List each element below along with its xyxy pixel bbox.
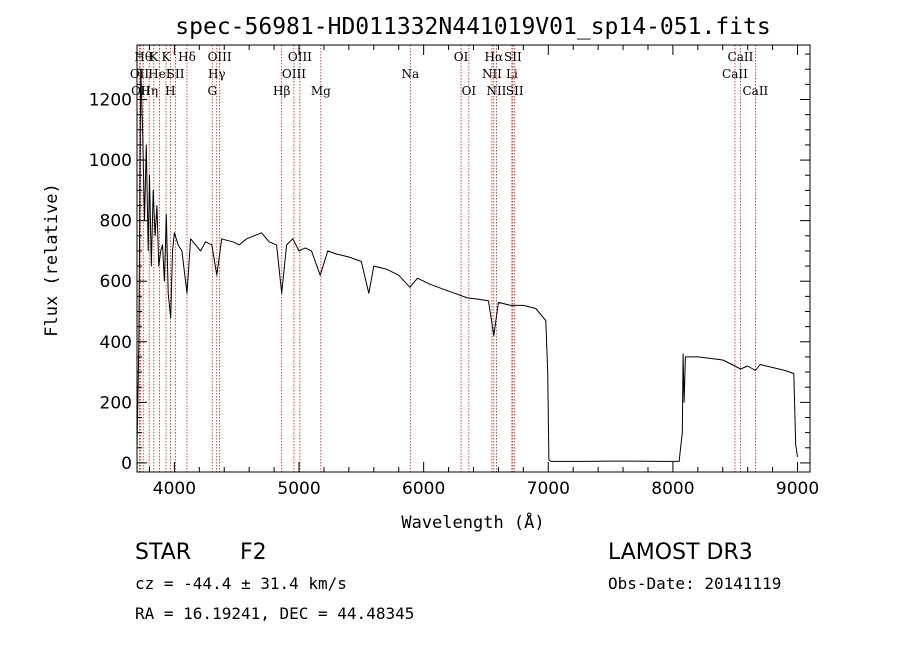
- marker-label-6: K: [162, 50, 172, 64]
- marker-label-9: Hδ: [178, 50, 196, 64]
- marker-label-17: Na: [401, 67, 419, 81]
- subclass: F2: [240, 540, 267, 565]
- x-tick-label-4: 8000: [651, 479, 694, 499]
- marker-label-15: OIII: [288, 50, 312, 64]
- y-tick-label-4: 800: [100, 212, 132, 232]
- marker-label-3: Hη: [140, 84, 158, 98]
- y-tick-label-0: 0: [121, 454, 132, 474]
- x-tick-label-1: 5000: [277, 479, 320, 499]
- x-tick-label-2: 6000: [402, 479, 445, 499]
- marker-label-18: OI: [454, 50, 469, 64]
- marker-label-16: Mg: [311, 84, 331, 98]
- axes: [136, 44, 811, 473]
- coordinates: RA = 16.19241, DEC = 44.48345: [135, 604, 415, 623]
- marker-label-7: H: [165, 84, 175, 98]
- y-tick-label-6: 1200: [89, 91, 132, 111]
- series-layer: [136, 68, 798, 462]
- y-axis-label: Flux (relative): [42, 183, 62, 337]
- marker-label-13: Hβ: [273, 84, 290, 98]
- marker-label-20: NII: [482, 67, 502, 81]
- marker-label-2: Hθ: [134, 50, 152, 64]
- cz-value: cz = -44.4 ± 31.4 km/s: [135, 574, 347, 593]
- series-line-0: [136, 68, 798, 462]
- marker-label-10: G: [207, 84, 217, 98]
- chart-labels: OII OII Hθ Hη K HeI K H SII Hδ G Hγ OIII Hβ OIII OIII Mg…: [42, 14, 819, 533]
- plot-frame: [136, 44, 811, 473]
- chart-title: spec-56981-HD011332N441019V01_sp14-051.f…: [175, 14, 770, 40]
- marker-label-14: OIII: [282, 67, 306, 81]
- y-tick-label-1: 200: [100, 393, 132, 413]
- survey-label: LAMOST DR3: [608, 540, 753, 565]
- marker-label-27: CaII: [728, 50, 754, 64]
- x-tick-label-5: 9000: [776, 479, 819, 499]
- marker-label-19: OI: [462, 84, 477, 98]
- marker-label-8: SII: [167, 67, 185, 81]
- y-tick-label-2: 400: [100, 333, 132, 353]
- marker-label-26: CaII: [722, 67, 748, 81]
- object-class: STAR: [135, 540, 192, 565]
- x-tick-label-3: 7000: [527, 479, 570, 499]
- y-tick-label-5: 1000: [89, 151, 132, 171]
- marker-label-21: Hα: [485, 50, 504, 64]
- line-markers: [139, 45, 756, 472]
- marker-label-4: K: [149, 50, 159, 64]
- marker-label-0: OII: [130, 67, 150, 81]
- marker-label-23: Li: [506, 67, 518, 81]
- y-tick-label-3: 600: [100, 272, 132, 292]
- marker-label-22: NII: [486, 84, 506, 98]
- obs-date: Obs-Date: 20141119: [608, 574, 782, 593]
- marker-label-12: OIII: [208, 50, 232, 64]
- marker-label-5: HeI: [148, 67, 171, 81]
- x-tick-label-0: 4000: [153, 479, 196, 499]
- marker-label-1: OII: [131, 84, 151, 98]
- marker-label-28: CaII: [742, 84, 768, 98]
- marker-label-24: SII: [504, 50, 522, 64]
- marker-label-11: Hγ: [208, 67, 226, 81]
- x-axis-label: Wavelength (Å): [401, 511, 544, 533]
- marker-label-25: SII: [506, 84, 524, 98]
